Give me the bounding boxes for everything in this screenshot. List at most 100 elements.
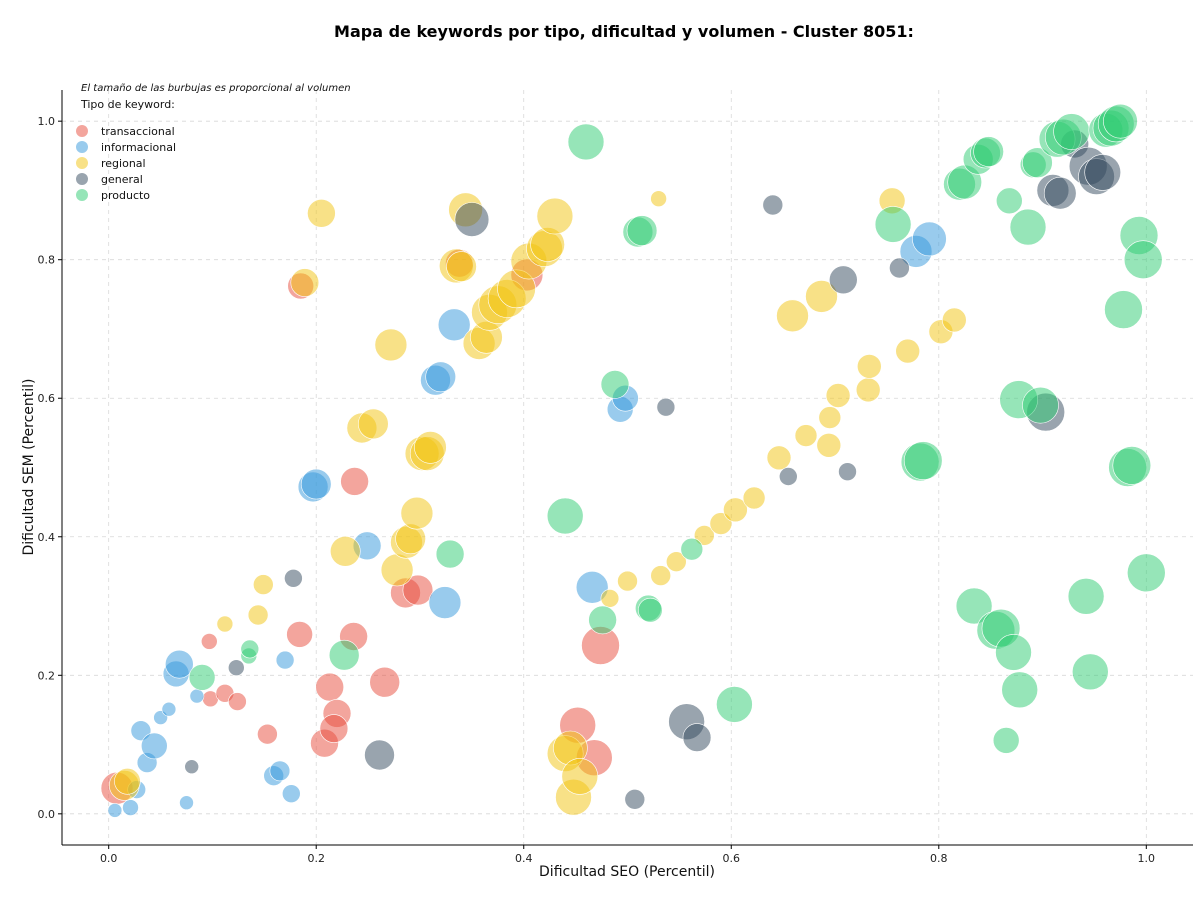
bubble-transaccional xyxy=(228,692,247,711)
bubble-general xyxy=(1084,154,1121,191)
bubble-regional xyxy=(766,445,792,471)
bubble-producto xyxy=(1001,671,1039,709)
series-producto xyxy=(188,103,1166,754)
bubble-regional xyxy=(723,497,748,523)
bubble-producto xyxy=(1103,103,1138,139)
x-tick-label: 0.8 xyxy=(930,852,948,865)
bubble-regional xyxy=(446,251,477,282)
y-tick-label: 1.0 xyxy=(38,115,56,128)
y-tick-label: 0.4 xyxy=(38,531,56,544)
bubble-producto xyxy=(680,537,704,561)
bubble-regional xyxy=(216,615,234,633)
bubble-transaccional xyxy=(319,714,349,743)
bubble-regional xyxy=(895,338,921,364)
bubble-producto xyxy=(637,597,663,623)
grid xyxy=(62,90,1193,845)
bubble-regional xyxy=(536,197,574,235)
bubble-regional xyxy=(414,431,447,464)
x-tick-label: 0.6 xyxy=(723,852,741,865)
bubble-informacional xyxy=(165,649,194,679)
bubble-informacional xyxy=(425,361,457,393)
bubble-producto xyxy=(240,639,260,659)
legend-marker-producto xyxy=(76,189,88,201)
bubble-informacional xyxy=(107,803,123,818)
bubble-informacional xyxy=(428,586,462,619)
bubble-producto xyxy=(903,441,943,480)
bubble-regional xyxy=(247,604,269,626)
bubble-general xyxy=(656,397,676,417)
bubble-regional xyxy=(290,268,320,297)
bubble-regional xyxy=(825,383,851,408)
bubble-general xyxy=(228,659,245,677)
y-tick-label: 0.0 xyxy=(38,808,56,821)
bubble-producto xyxy=(973,136,1004,167)
bubble-producto xyxy=(1127,553,1166,593)
bubble-general xyxy=(624,788,646,810)
bubble-general xyxy=(284,568,303,588)
bubble-producto xyxy=(1022,147,1053,178)
series-general xyxy=(184,129,1121,810)
bubble-producto xyxy=(1112,446,1152,485)
bubble-producto xyxy=(1022,386,1059,424)
y-tick-label: 0.2 xyxy=(38,669,56,682)
bubble-regional xyxy=(252,574,274,595)
bubble-regional xyxy=(114,767,141,795)
bubble-producto xyxy=(955,587,993,625)
series-regional xyxy=(109,187,967,816)
x-tick-label: 1.0 xyxy=(1138,852,1156,865)
bubble-regional xyxy=(794,424,818,447)
bubble-producto xyxy=(995,634,1032,671)
bubble-general xyxy=(1043,176,1077,210)
legend-label-regional: regional xyxy=(101,157,146,170)
bubble-regional xyxy=(380,553,414,587)
bubble-producto xyxy=(1053,113,1090,150)
y-tick-label: 0.8 xyxy=(38,254,56,267)
bubble-producto xyxy=(1104,290,1143,329)
bubble-regional xyxy=(855,377,881,403)
x-tick-label: 0.0 xyxy=(100,852,118,865)
bubble-transaccional xyxy=(286,621,313,648)
bubble-regional xyxy=(818,406,842,429)
bubbles xyxy=(100,103,1166,818)
bubble-transaccional xyxy=(315,672,345,702)
bubble-general xyxy=(889,257,910,279)
bubble-regional xyxy=(665,551,687,573)
bubble-regional xyxy=(650,190,667,207)
bubble-producto xyxy=(588,605,617,635)
bubble-informacional xyxy=(269,760,291,782)
bubble-producto xyxy=(328,639,360,671)
bubble-producto xyxy=(874,206,912,243)
bubble-regional xyxy=(650,565,672,586)
bubble-regional xyxy=(742,486,766,510)
x-axis-ticks: 0.0 0.2 0.4 0.6 0.8 1.0 xyxy=(100,845,1155,865)
bubble-regional xyxy=(307,199,336,228)
bubble-informacional xyxy=(189,688,205,704)
bubble-general xyxy=(682,723,712,752)
bubble-regional xyxy=(374,328,408,362)
bubble-producto xyxy=(600,370,630,399)
bubble-producto xyxy=(567,123,605,161)
bubble-general xyxy=(828,265,858,295)
legend-label-producto: producto xyxy=(101,189,150,202)
bubble-informacional xyxy=(275,650,295,670)
legend-marker-general xyxy=(76,173,88,185)
bubble-regional xyxy=(856,354,882,379)
bubble-informacional xyxy=(575,570,609,604)
x-tick-label: 0.4 xyxy=(515,852,533,865)
bubble-regional xyxy=(400,496,434,530)
bubble-regional xyxy=(941,307,967,333)
bubble-regional xyxy=(600,589,620,608)
bubble-regional xyxy=(561,758,599,795)
bubble-informacional xyxy=(437,308,471,342)
series-transaccional xyxy=(100,248,620,805)
bubble-general xyxy=(838,462,857,482)
y-axis-label: Dificultad SEM (Percentil) xyxy=(21,379,37,556)
y-axis-ticks: 0.0 0.2 0.4 0.6 0.8 1.0 xyxy=(38,115,62,821)
bubble-regional xyxy=(816,432,842,458)
bubble-informacional xyxy=(141,732,168,760)
bubble-producto xyxy=(992,727,1020,754)
legend-label-informacional: informacional xyxy=(101,141,176,154)
legend-marker-regional xyxy=(76,157,88,169)
y-tick-label: 0.6 xyxy=(38,392,56,405)
